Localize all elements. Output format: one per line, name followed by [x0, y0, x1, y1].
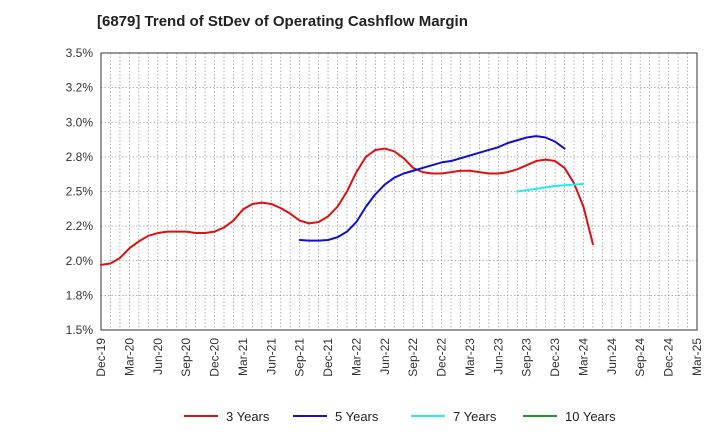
- y-tick-label: 2.8%: [66, 150, 94, 164]
- x-tick-label: Dec-21: [321, 338, 335, 377]
- x-tick-label: Sep-24: [633, 338, 647, 377]
- x-tick-label: Dec-19: [94, 338, 108, 377]
- x-tick-label: Mar-23: [463, 338, 477, 376]
- x-tick-label: Jun-24: [605, 338, 619, 375]
- y-tick-label: 1.5%: [66, 323, 94, 337]
- x-tick-label: Dec-23: [548, 338, 562, 377]
- x-tick-label: Sep-21: [293, 338, 307, 377]
- chart-title: [6879] Trend of StDev of Operating Cashf…: [97, 13, 468, 30]
- x-tick-label: Sep-20: [179, 338, 193, 377]
- x-tick-label: Mar-22: [349, 338, 363, 376]
- legend-item: 5 Years: [293, 406, 378, 426]
- legend-label: 3 Years: [226, 408, 270, 424]
- y-tick-label: 1.8%: [66, 288, 94, 302]
- legend-swatch: [411, 415, 445, 417]
- y-tick-label: 3.0%: [66, 115, 94, 129]
- x-tick-label: Dec-22: [435, 338, 449, 377]
- x-tick-label: Jun-20: [151, 338, 165, 375]
- plot-border: [100, 52, 698, 331]
- y-tick-label: 2.5%: [66, 185, 94, 199]
- series-line-3-years: [100, 147, 594, 266]
- legend-label: 7 Years: [453, 408, 497, 424]
- x-tick-label: Jun-23: [491, 338, 505, 375]
- x-tick-label: Mar-25: [690, 338, 704, 376]
- legend-item: 3 Years: [184, 406, 269, 426]
- legend-item: 7 Years: [411, 406, 496, 426]
- x-tick-label: Jun-21: [264, 338, 278, 375]
- legend-label: 5 Years: [335, 408, 379, 424]
- series-line-7-years: [516, 182, 585, 193]
- x-tick-label: Sep-23: [520, 338, 534, 377]
- x-tick-label: Mar-21: [236, 338, 250, 376]
- x-tick-label: Mar-24: [576, 338, 590, 376]
- x-tick-label: Dec-20: [208, 338, 222, 377]
- legend-swatch: [293, 415, 327, 417]
- y-tick-label: 3.5%: [66, 46, 94, 60]
- x-tick-label: Dec-24: [662, 338, 676, 377]
- legend-item: 10 Years: [523, 406, 616, 426]
- legend: 3 Years 5 Years 7 Years 10 Years: [0, 406, 720, 426]
- y-tick-label: 3.2%: [66, 81, 94, 95]
- legend-swatch: [523, 415, 557, 417]
- x-tick-label: Sep-22: [406, 338, 420, 377]
- legend-swatch: [184, 415, 218, 417]
- legend-label: 10 Years: [565, 408, 616, 424]
- x-tick-label: Jun-22: [378, 338, 392, 375]
- y-tick-label: 2.0%: [66, 254, 94, 268]
- y-tick-label: 2.2%: [66, 219, 94, 233]
- series-line-5-years: [298, 135, 566, 242]
- x-tick-label: Mar-20: [122, 338, 136, 376]
